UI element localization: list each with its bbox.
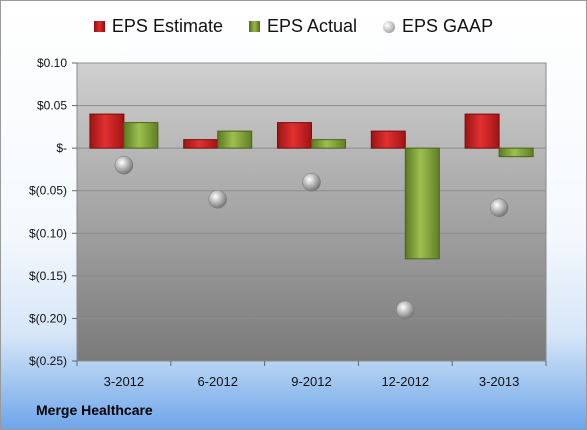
- actual-bar: [404, 147, 440, 260]
- gaap-marker: [396, 300, 415, 320]
- y-tick-label: $(0.20): [29, 311, 67, 325]
- bars: [89, 113, 534, 260]
- plot-area: [76, 62, 547, 362]
- x-tick-label: 6-2012: [197, 374, 237, 389]
- x-axis-labels: 3-2012 6-2012 9-2012 12-2012 3-2013: [76, 361, 547, 389]
- estimate-bar: [464, 113, 500, 149]
- legend-swatch-actual: [248, 21, 260, 32]
- y-tick-label: $0.05: [37, 99, 67, 113]
- estimate-bar: [183, 139, 219, 149]
- x-tick-label: 3-2012: [104, 374, 144, 389]
- legend-item-actual: EPS Actual: [248, 16, 358, 37]
- y-tick-label: $(0.15): [29, 269, 67, 283]
- actual-bar: [217, 130, 253, 149]
- legend-label-gaap: EPS GAAP: [402, 16, 494, 36]
- actual-bar: [498, 147, 534, 158]
- x-tick-label: 9-2012: [291, 374, 331, 389]
- y-tick-label: $(0.10): [29, 226, 67, 240]
- estimate-bar: [370, 130, 406, 149]
- company-name: Merge Healthcare: [36, 402, 153, 418]
- actual-bar: [311, 139, 346, 149]
- y-tick-label: $0.10: [37, 56, 67, 70]
- gaap-marker: [489, 198, 509, 217]
- estimate-bar: [89, 113, 125, 149]
- x-tick-label: 3-2013: [479, 374, 519, 389]
- legend-swatch-estimate: [93, 21, 105, 32]
- legend-label-estimate: EPS Estimate: [111, 16, 223, 36]
- estimate-bar: [277, 122, 312, 149]
- legend-label-actual: EPS Actual: [266, 16, 358, 36]
- x-tick-label: 12-2012: [381, 374, 429, 389]
- chart-legend: EPS Estimate EPS Actual EPS GAAP: [1, 16, 586, 37]
- legend-item-gaap: EPS GAAP: [383, 16, 493, 37]
- gaap-marker: [114, 155, 134, 175]
- legend-swatch-gaap: [383, 20, 396, 33]
- y-tick-label: $(0.05): [29, 184, 67, 198]
- y-tick-label: $-: [56, 141, 67, 155]
- y-axis-ticks: $0.10 $0.05 $- $(0.05) $(0.10) $(0.15) $(0.20)…: [29, 56, 77, 368]
- gaap-markers: [114, 155, 509, 320]
- gaap-marker: [302, 172, 321, 192]
- legend-item-estimate: EPS Estimate: [93, 16, 223, 37]
- actual-bar: [123, 122, 159, 149]
- y-tick-label: $(0.25): [29, 354, 67, 368]
- gaap-marker: [208, 189, 227, 209]
